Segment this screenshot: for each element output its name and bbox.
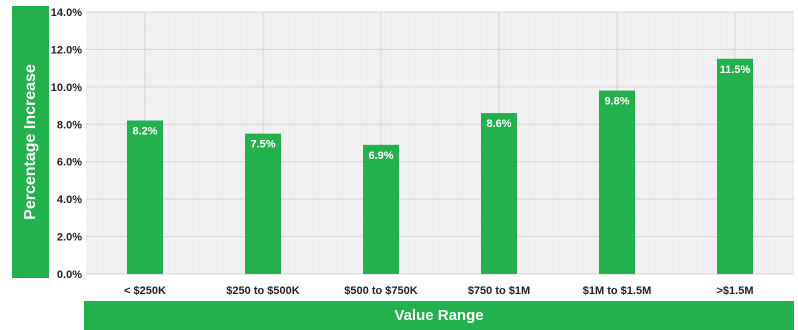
data-label: 9.8% [604,96,629,108]
bar [127,120,163,275]
bar [599,90,635,274]
x-axis-ticks: < $250K $250 to $500K $500 to $750K $750 to… [124,285,753,297]
data-label: 11.5% [720,64,751,76]
y-axis-ticks: 0.0% 2.0% 4.0% 6.0% 8.0% 10.0% 12.0% 14.0% [51,7,82,281]
data-label: 6.9% [368,150,393,162]
y-tick-label: 12.0% [51,44,82,56]
data-label: 8.6% [486,118,511,130]
x-tick-label: $500 to $750K [344,285,417,297]
x-axis-title-box: Value Range [84,301,794,330]
y-tick-label: 0.0% [57,269,82,281]
x-tick-label: < $250K [124,285,166,297]
plot-minor-grid [86,12,794,274]
y-tick-label: 8.0% [57,119,82,131]
x-tick-label: $250 to $500K [226,285,299,297]
x-tick-label: $750 to $1M [468,285,530,297]
y-tick-label: 10.0% [51,82,82,94]
bar [717,58,753,275]
data-label: 7.5% [250,139,275,151]
x-tick-label: $1M to $1.5M [583,285,651,297]
y-tick-label: 14.0% [51,7,82,19]
x-tick-label: >$1.5M [717,285,754,297]
y-tick-label: 2.0% [57,232,82,244]
x-axis-title: Value Range [394,307,484,324]
y-tick-label: 4.0% [57,194,82,206]
bar-chart: 8.2% 7.5% 6.9% 8.6% 9.8% 11.5% 0.0% 2.0% 4.0% 6.… [51,7,794,297]
y-tick-label: 6.0% [57,157,82,169]
data-label: 8.2% [132,126,157,138]
bar [481,113,517,274]
y-axis-title-box: Percentage Increase [12,6,49,278]
bar [363,144,399,274]
bar [245,133,281,274]
bars: 8.2% 7.5% 6.9% 8.6% 9.8% 11.5% [127,58,753,275]
